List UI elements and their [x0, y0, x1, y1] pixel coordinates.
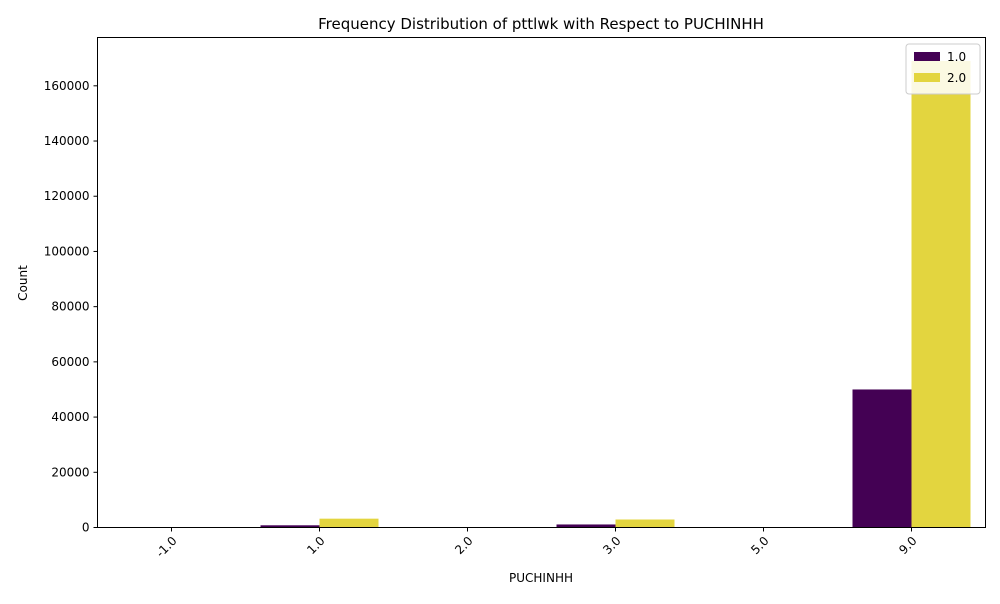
chart-title: Frequency Distribution of pttlwk with Re… [318, 15, 764, 33]
y-tick-label: 60000 [51, 355, 89, 369]
y-tick-label: 140000 [44, 134, 90, 148]
x-axis-label: PUCHINHH [509, 571, 573, 585]
legend-swatch-2.0 [914, 73, 940, 82]
y-tick-label: 120000 [44, 189, 90, 203]
bar-series-1.0-cat-1.0 [260, 525, 320, 528]
bar-series-2.0-cat-9.0 [911, 60, 971, 528]
legend-swatch-1.0 [914, 52, 940, 61]
legend-box [905, 43, 981, 95]
y-axis-ticks: 0 20000 40000 60000 80000 100000 120000 140000 1… [44, 79, 98, 535]
y-tick-label: 0 [82, 521, 90, 535]
x-tick-label: 3.0 [600, 534, 623, 557]
y-tick-label: 100000 [44, 244, 90, 258]
y-tick-label: 40000 [51, 410, 89, 424]
legend-label-1.0: 1.0 [947, 50, 966, 64]
y-tick-label: 80000 [51, 300, 89, 314]
x-tick-label: 1.0 [304, 534, 327, 557]
x-axis-ticks: -1.0 1.0 2.0 3.0 5.0 9.0 [153, 527, 920, 560]
x-tick-label: 5.0 [748, 534, 771, 557]
y-tick-label: 160000 [44, 79, 90, 93]
legend: 1.0 2.0 [905, 43, 981, 95]
x-tick-label: -1.0 [153, 534, 179, 560]
legend-label-2.0: 2.0 [947, 71, 966, 85]
y-axis-label: Count [16, 265, 30, 301]
x-tick-label: 2.0 [452, 534, 475, 557]
bar-series-2.0-cat-1.0 [319, 518, 379, 528]
bars-layer [260, 60, 971, 528]
x-tick-label: 9.0 [896, 534, 919, 557]
bar-series-1.0-cat-3.0 [556, 524, 616, 528]
bar-series-1.0-cat-9.0 [852, 389, 912, 528]
plot-frame [97, 37, 986, 528]
bar-series-2.0-cat-3.0 [615, 519, 675, 528]
y-tick-label: 20000 [51, 465, 89, 479]
